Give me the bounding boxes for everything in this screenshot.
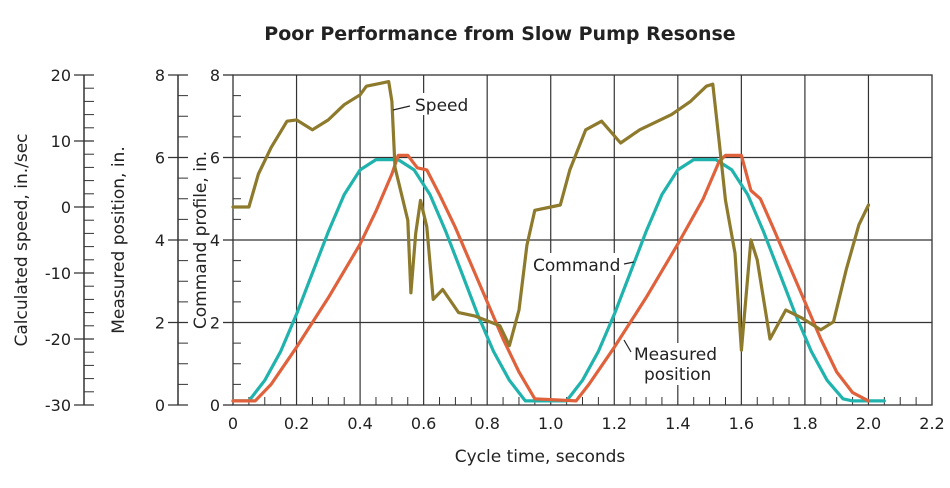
- x-tick-label: 0.4: [347, 414, 372, 433]
- x-tick-label: 0.6: [411, 414, 436, 433]
- x-tick-label: 0.8: [474, 414, 499, 433]
- axes: 0 0.2 0.4 0.6 0.8 1.0 1.2 1.4 1.6 1.8 2.0 2.220100-…: [45, 66, 945, 433]
- measured-label-bg: [632, 343, 718, 385]
- y-tick-label: 10: [51, 132, 71, 151]
- y-tick-label: 0: [210, 396, 220, 415]
- y-tick-label: -30: [45, 396, 71, 415]
- x-tick-label: 1.8: [792, 414, 817, 433]
- series-lines: [231, 79, 886, 403]
- x-tick-label: 1.2: [602, 414, 627, 433]
- series-line-speed: [231, 79, 871, 352]
- command-label-bg: [531, 253, 623, 275]
- y-tick-label: 6: [210, 149, 220, 168]
- y-tick-label: 2: [210, 314, 220, 333]
- speed-label: Speed: [415, 96, 468, 116]
- x-tick-label: 1.0: [538, 414, 563, 433]
- y-axis-label-speed: Calculated speed, in./sec: [12, 133, 32, 346]
- measured-leader-line: [623, 339, 632, 353]
- y-tick-label: -20: [45, 330, 71, 349]
- y-tick-label: 20: [51, 66, 71, 85]
- x-tick-label: 1.4: [665, 414, 690, 433]
- x-tick-label: 1.6: [729, 414, 754, 433]
- y-tick-label: 0: [155, 396, 165, 415]
- measured-label-line1: Measured: [634, 345, 717, 365]
- x-tick-label: 2.2: [919, 414, 944, 433]
- measured-label-line2: position: [644, 365, 711, 385]
- y-tick-label: 8: [155, 66, 165, 85]
- x-axis-label: Cycle time, seconds: [455, 447, 626, 467]
- command-leader-line: [623, 261, 635, 265]
- command-label: Command: [533, 256, 620, 276]
- speed-leader-line: [392, 105, 411, 111]
- chart-title: Poor Performance from Slow Pump Resonse: [264, 23, 735, 45]
- y-tick-label: 4: [155, 231, 165, 250]
- x-tick-label: 0: [228, 414, 238, 433]
- y-tick-label: -10: [45, 264, 71, 283]
- y-tick-label: 8: [210, 66, 220, 85]
- x-tick-label: 2.0: [856, 414, 881, 433]
- y-tick-label: 6: [155, 149, 165, 168]
- x-tick-label: 0.2: [284, 414, 309, 433]
- y-axis-label-command: Command profile, in.: [191, 151, 211, 329]
- series-line-measured-position: [231, 153, 871, 403]
- y-axis-label-measured: Measured position, in.: [109, 146, 129, 334]
- y-tick-label: 2: [155, 314, 165, 333]
- y-tick-label: 0: [61, 198, 71, 217]
- series-line-command: [231, 158, 886, 403]
- annotations: Speed Command Measured position: [392, 93, 718, 385]
- y-tick-label: 4: [210, 231, 220, 250]
- speed-label-bg: [413, 93, 471, 115]
